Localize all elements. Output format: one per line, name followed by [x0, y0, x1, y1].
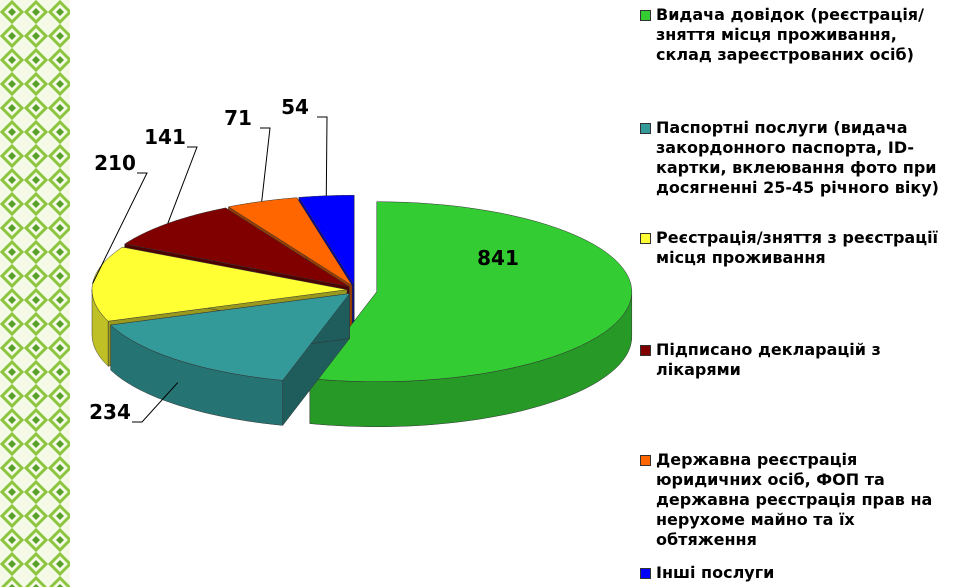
- leader-line: [167, 146, 198, 224]
- slice-top: [298, 194, 355, 287]
- legend-swatch: [640, 123, 651, 134]
- legend-text: Реєстрація/зняття з реєстрації місця про…: [656, 228, 939, 267]
- legend-text: Паспортні послуги (видача закордонного п…: [656, 118, 939, 197]
- legend-text: Інші послуги: [656, 563, 775, 582]
- leader-line: [260, 127, 271, 202]
- pie: 841 234 210 141 71 54: [89, 95, 633, 427]
- value-label: 210: [94, 151, 136, 175]
- value-label: 234: [89, 400, 131, 424]
- slice: [110, 292, 351, 427]
- slice-top: [227, 197, 353, 286]
- value-label: 141: [144, 125, 186, 149]
- leader-line: [317, 116, 328, 196]
- legend-swatch: [640, 345, 651, 356]
- legend-item: Реєстрація/зняття з реєстрації місця про…: [640, 228, 952, 268]
- legend-text: Видача довідок (реєстрація/зняття місця …: [656, 5, 924, 64]
- leader-line: [132, 382, 179, 423]
- slice-top: [309, 201, 633, 382]
- legend-swatch: [640, 568, 651, 579]
- legend-item: Підписано декларацій з лікарями: [640, 340, 952, 380]
- legend-item: Видача довідок (реєстрація/зняття місця …: [640, 5, 952, 65]
- value-label: 841: [477, 246, 519, 270]
- decorative-border: [0, 0, 70, 587]
- legend-item: Інші послуги: [640, 563, 952, 583]
- legend-item: Паспортні послуги (видача закордонного п…: [640, 118, 952, 198]
- leader-line: [92, 172, 148, 284]
- legend-swatch: [640, 233, 651, 244]
- legend-swatch: [640, 455, 651, 466]
- legend-text: Державна реєстрація юридичних осіб, ФОП …: [656, 450, 933, 549]
- legend-item: Державна реєстрація юридичних осіб, ФОП …: [640, 450, 952, 550]
- value-label: 71: [224, 106, 252, 130]
- slice-top: [110, 293, 351, 381]
- slice-top: [91, 246, 348, 322]
- value-label: 54: [281, 95, 309, 119]
- legend-text: Підписано декларацій з лікарями: [656, 340, 881, 379]
- slice: [309, 201, 633, 427]
- legend-swatch: [640, 10, 651, 21]
